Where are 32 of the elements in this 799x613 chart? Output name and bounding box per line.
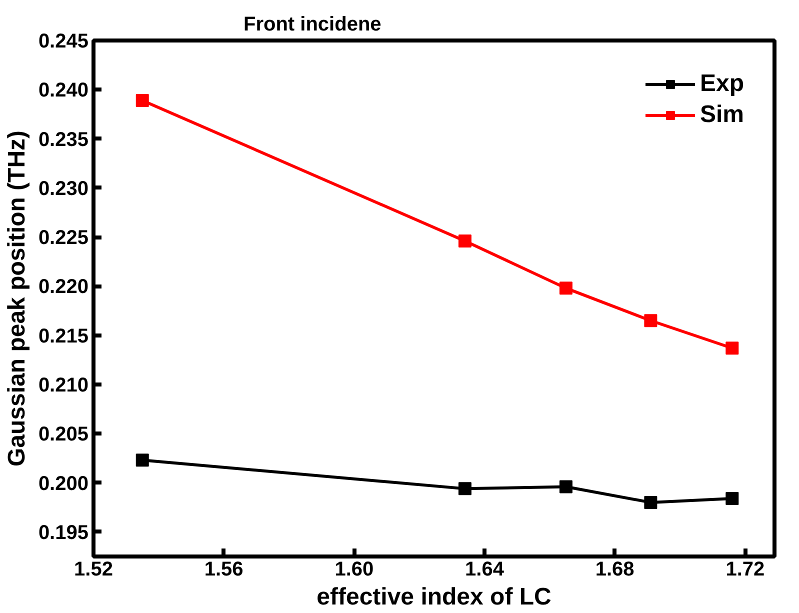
point [644, 496, 658, 509]
point [136, 454, 149, 467]
y-tick-label: 0.205 [38, 424, 89, 446]
point [726, 492, 739, 506]
x-tick-label: 1.72 [726, 558, 765, 580]
y-tick-label: 0.245 [38, 30, 89, 52]
chart-title: Front incidene [244, 14, 382, 36]
y-tick-label: 0.230 [38, 178, 89, 200]
x-tick-label: 1.52 [74, 558, 113, 580]
x-tick-label: 1.68 [595, 558, 634, 580]
point [559, 480, 572, 494]
point [136, 94, 149, 107]
legend-label: Sim [700, 101, 744, 129]
y-axis-title: Gaussian peak position (THz) [3, 130, 30, 467]
legend-label: Exp [700, 70, 744, 98]
x-tick-label: 1.56 [204, 558, 244, 580]
y-tick-label: 0.195 [38, 522, 89, 544]
y-tick-label: 0.220 [38, 276, 89, 298]
y-tick-label: 0.200 [38, 472, 89, 495]
y-tick-label: 0.210 [38, 374, 89, 396]
y-tick-label: 0.240 [38, 80, 89, 102]
y-tick-label: 0.225 [38, 227, 89, 250]
point [559, 282, 572, 295]
point [458, 234, 472, 248]
point [644, 314, 658, 328]
y-tick-label: 0.215 [38, 325, 89, 348]
point [458, 482, 472, 496]
x-axis-title: effective index of LC [316, 584, 552, 610]
x-tick-label: 1.64 [465, 558, 505, 580]
x-tick-label: 1.60 [334, 558, 374, 580]
y-tick-label: 0.235 [38, 128, 89, 151]
point [726, 342, 739, 355]
